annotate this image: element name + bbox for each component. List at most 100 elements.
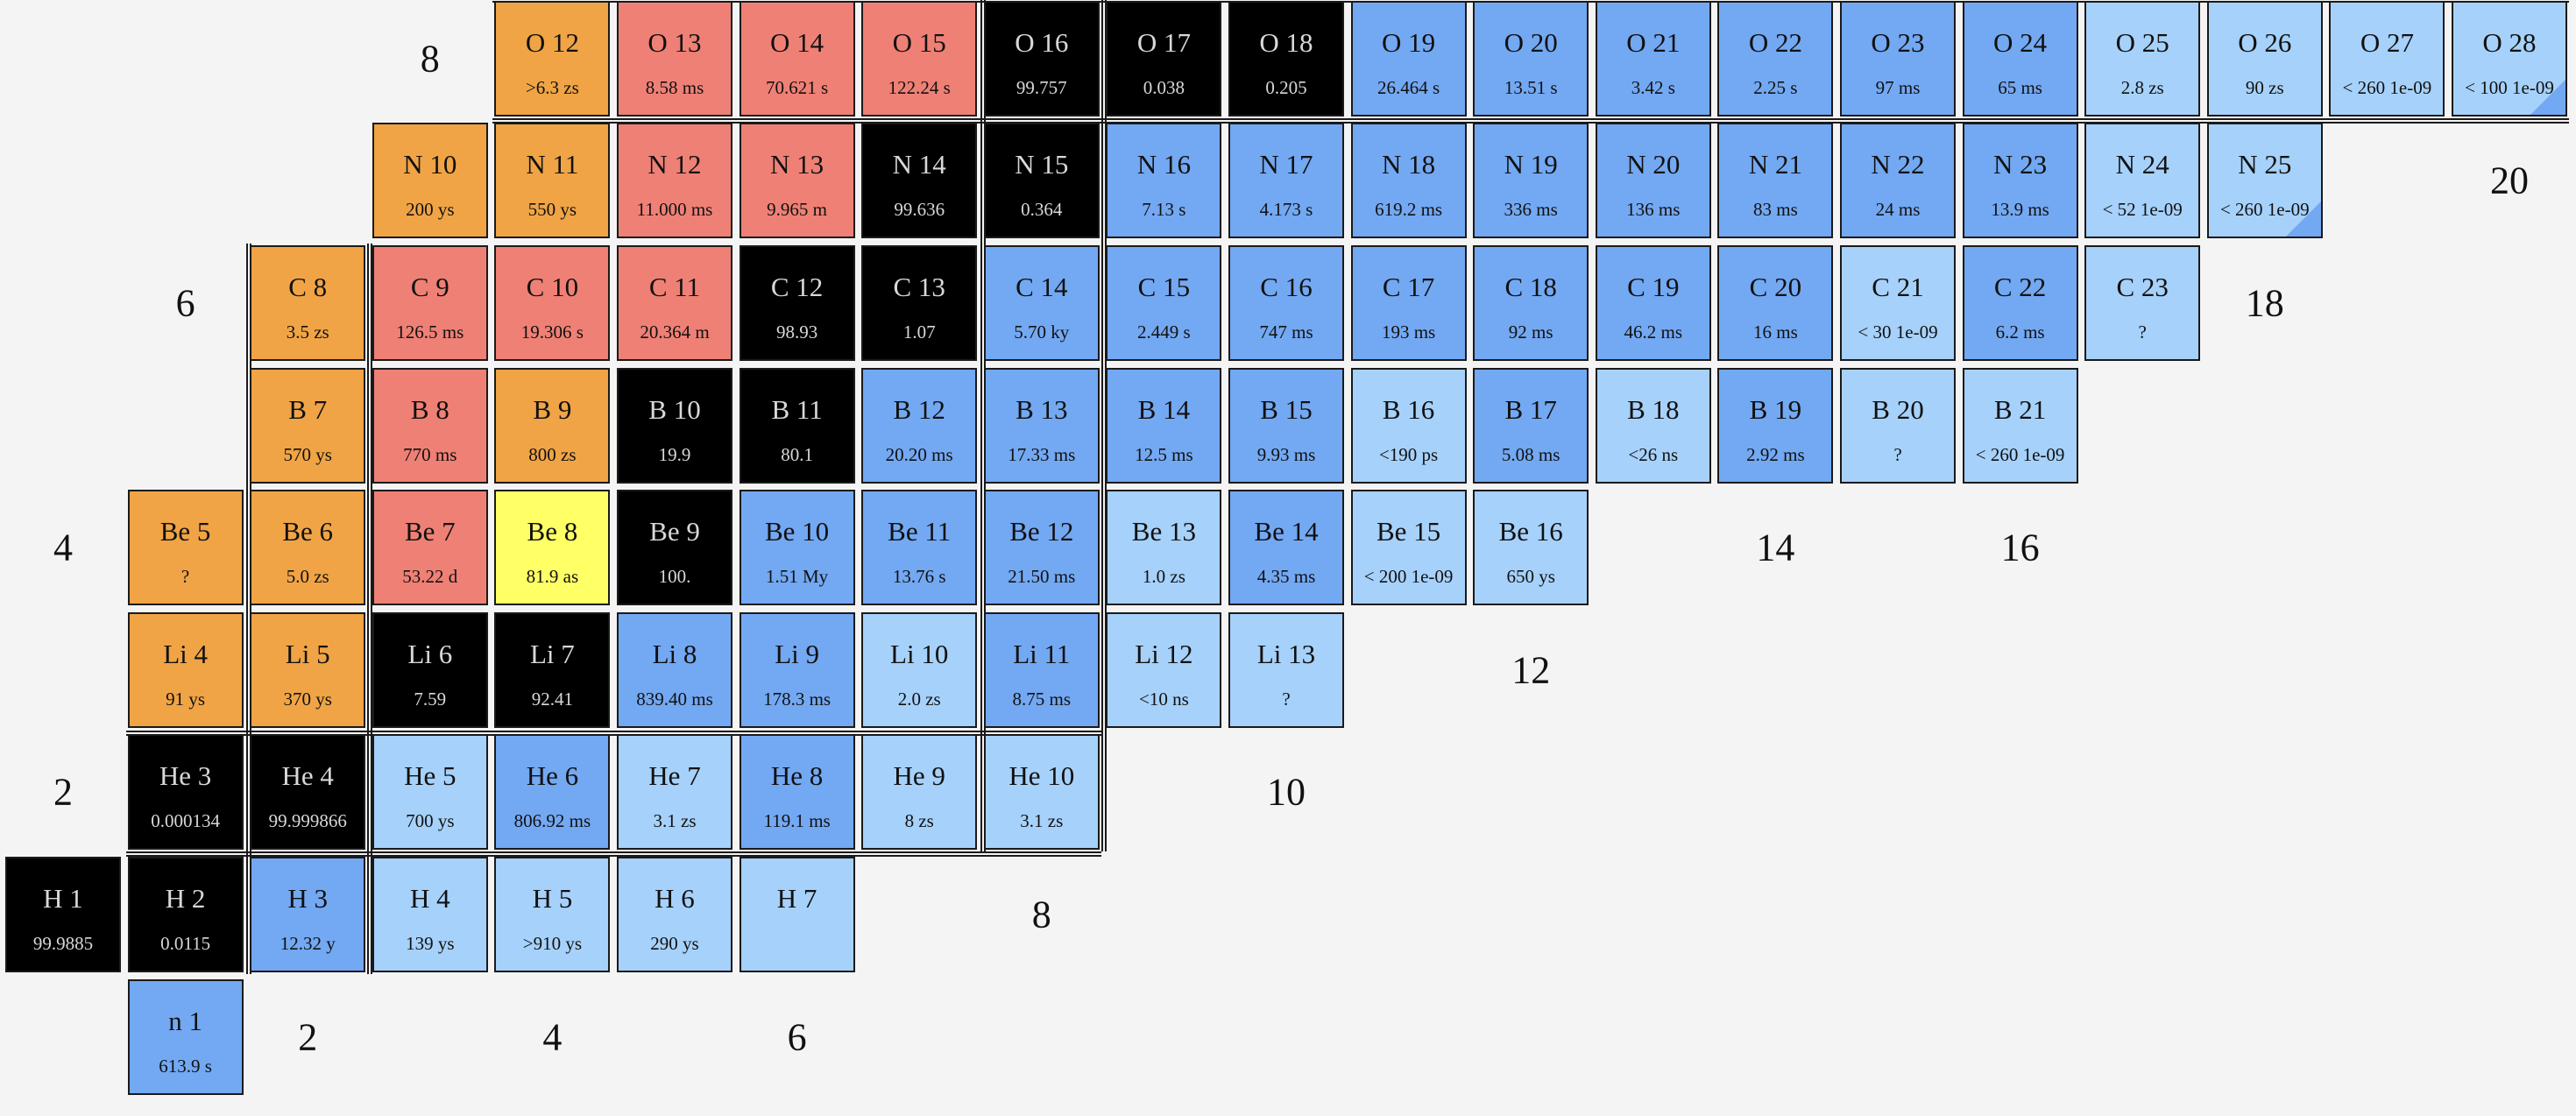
nuclide-value: 0.364 xyxy=(1021,199,1063,221)
magic-number-line xyxy=(125,734,1101,737)
neutron-magic-label: 6 xyxy=(787,1015,807,1059)
nuclide-cell: O 13 8.58 ms xyxy=(617,0,732,117)
nuclide-value: ? xyxy=(180,566,190,588)
nuclide-cell: Li 8 839.40 ms xyxy=(617,611,732,728)
nuclide-cell: Be 6 5.0 zs xyxy=(250,490,366,606)
nuclide-cell: C 18 92 ms xyxy=(1473,245,1589,361)
nuclide-symbol: N 10 xyxy=(403,149,457,180)
nuclide-cell: Be 16 650 ys xyxy=(1473,490,1589,606)
nuclide-cell: H 2 0.0115 xyxy=(127,857,244,972)
nuclide-cell: Be 9 100. xyxy=(617,490,732,606)
nuclide-value: 1.51 My xyxy=(766,566,829,588)
nuclide-value: 99.636 xyxy=(894,199,945,221)
nuclide-cell: C 8 3.5 zs xyxy=(250,245,366,361)
nuclide-cell: N 14 99.636 xyxy=(861,123,978,239)
nuclide-cell: O 23 97 ms xyxy=(1840,0,1956,117)
nuclide-symbol: O 24 xyxy=(1993,26,2048,58)
nuclide-symbol: N 11 xyxy=(526,149,579,180)
nuclide-cell: O 22 2.25 s xyxy=(1717,0,1834,117)
nuclide-symbol: O 13 xyxy=(648,26,702,58)
nuclide-value: 19.9 xyxy=(658,443,691,465)
nuclide-cell: O 27 < 260 1e-09 xyxy=(2329,0,2445,117)
nuclide-cell: H 3 12.32 y xyxy=(250,857,366,972)
neutron-magic-label: 4 xyxy=(542,1015,563,1059)
nuclide-value: < 260 1e-09 xyxy=(2342,76,2432,98)
nuclide-symbol: N 20 xyxy=(1626,149,1681,180)
nuclide-symbol: C 21 xyxy=(1872,272,1924,302)
magic-number-line xyxy=(492,121,2569,124)
nuclide-cell: He 5 700 ys xyxy=(372,734,488,851)
nuclide-symbol: C 12 xyxy=(770,272,824,302)
nuclide-value: 12.5 ms xyxy=(1135,443,1193,465)
nuclide-symbol: B 16 xyxy=(1382,393,1435,425)
nuclide-cell: Li 11 8.75 ms xyxy=(983,611,1100,728)
nuclide-cell: N 23 13.9 ms xyxy=(1962,123,2078,239)
nuclide-symbol: H 6 xyxy=(655,883,695,914)
nuclide-symbol: C 11 xyxy=(648,272,701,302)
nuclide-value: 2.92 ms xyxy=(1746,443,1805,465)
nuclide-cell: N 20 136 ms xyxy=(1595,123,1711,239)
nuclide-cell: C 15 2.449 s xyxy=(1106,245,1222,361)
nuclide-value: 91 ys xyxy=(166,688,206,710)
nuclide-symbol: C 15 xyxy=(1137,272,1191,302)
nuclide-symbol: H 1 xyxy=(43,883,83,914)
nuclide-symbol: B 17 xyxy=(1504,393,1557,425)
nuclide-symbol: B 8 xyxy=(410,393,449,425)
nuclide-value: 806.92 ms xyxy=(513,810,591,832)
nuclide-value: 4.35 ms xyxy=(1256,566,1316,588)
nuclide-value: 178.3 ms xyxy=(763,688,832,710)
nuclide-value: 53.22 d xyxy=(402,566,458,588)
nuclide-symbol: Li 5 xyxy=(285,638,330,669)
nuclide-cell: Be 15 < 200 1e-09 xyxy=(1350,490,1467,606)
nuclide-cell: C 22 6.2 ms xyxy=(1962,245,2078,361)
nuclide-symbol: O 17 xyxy=(1136,26,1191,58)
nuclide-symbol: B 15 xyxy=(1260,393,1313,425)
nuclide-cell: C 12 98.93 xyxy=(739,245,855,361)
nuclide-cell: O 16 99.757 xyxy=(983,0,1100,117)
nuclide-symbol: Be 8 xyxy=(527,516,578,547)
neutron-magic-label: 16 xyxy=(2000,526,2040,569)
magic-number-line xyxy=(125,855,1101,858)
nuclide-symbol: Be 16 xyxy=(1498,516,1563,547)
nuclide-cell: N 21 83 ms xyxy=(1717,123,1834,239)
nuclide-symbol: He 3 xyxy=(159,760,212,792)
nuclide-symbol: He 10 xyxy=(1008,760,1075,792)
nuclide-symbol: H 7 xyxy=(776,883,817,914)
nuclide-symbol: B 14 xyxy=(1137,393,1191,425)
magic-number-line xyxy=(980,0,982,852)
nuclide-cell: O 21 3.42 s xyxy=(1595,0,1711,117)
nuclide-symbol: N 19 xyxy=(1504,149,1558,180)
nuclide-value: 5.70 ky xyxy=(1014,321,1070,343)
nuclide-cell: Be 5? xyxy=(127,490,244,606)
nuclide-symbol: C 22 xyxy=(1993,272,2047,302)
nuclide-value: 0.205 xyxy=(1265,76,1307,98)
nuclide-cell: B 19 2.92 ms xyxy=(1717,367,1834,484)
nuclide-value: 336 ms xyxy=(1504,199,1558,221)
nuclide-value: 2.8 zs xyxy=(2120,76,2164,98)
nuclide-value: 8 zs xyxy=(904,810,934,832)
nuclide-value: 290 ys xyxy=(650,933,699,954)
nuclide-cell: Li 12 <10 ns xyxy=(1106,611,1222,728)
magic-number-line xyxy=(492,117,2569,120)
proton-magic-label: 4 xyxy=(53,526,73,569)
nuclide-cell: N 10 200 ys xyxy=(372,123,488,239)
nuclide-value: <26 ns xyxy=(1628,443,1679,465)
nuclide-value: 99.9885 xyxy=(32,933,94,954)
magic-number-line xyxy=(246,244,249,974)
nuclide-value: 2.25 s xyxy=(1753,76,1798,98)
nuclide-cell: He 6 806.92 ms xyxy=(494,734,611,851)
nuclide-cell: Li 9 178.3 ms xyxy=(739,611,855,728)
nuclide-cell: B 21 < 260 1e-09 xyxy=(1962,367,2078,484)
nuclide-value: 700 ys xyxy=(406,810,455,832)
nuclide-symbol: B 21 xyxy=(1993,393,2047,425)
nuclide-symbol: O 20 xyxy=(1504,26,1558,58)
nuclide-value: 12.32 y xyxy=(280,933,336,954)
nuclide-cell: H 6 290 ys xyxy=(617,857,732,972)
nuclide-symbol: O 21 xyxy=(1626,26,1681,58)
neutron-magic-label: 18 xyxy=(2245,281,2284,325)
nuclide-symbol: B 10 xyxy=(648,393,701,425)
nuclide-cell: O 14 70.621 s xyxy=(739,0,855,117)
nuclide-value: 90 zs xyxy=(2245,76,2284,98)
nuclide-value: 126.5 ms xyxy=(396,321,464,343)
nuclide-value: 6.2 ms xyxy=(1995,321,2045,343)
